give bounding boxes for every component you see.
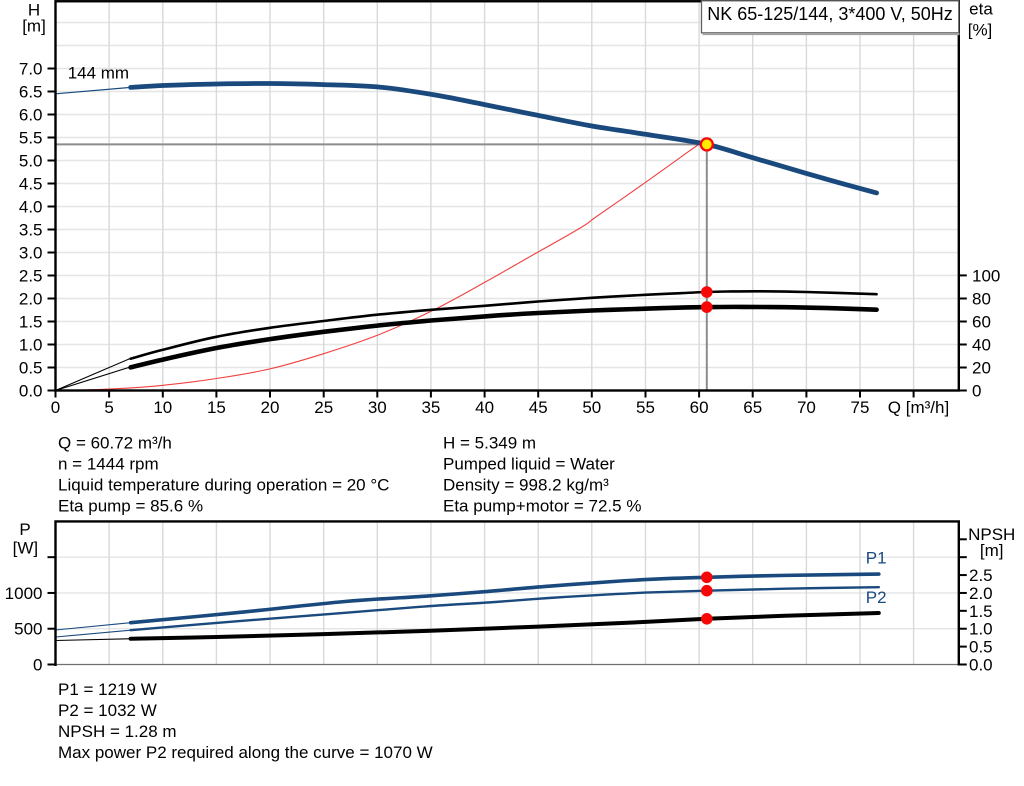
svg-text:eta: eta	[969, 0, 993, 19]
svg-text:[m]: [m]	[980, 541, 1004, 560]
svg-text:4.0: 4.0	[19, 198, 43, 217]
svg-text:6.5: 6.5	[19, 83, 43, 102]
svg-text:60: 60	[690, 398, 709, 417]
svg-text:P1 = 1219 W: P1 = 1219 W	[58, 680, 157, 699]
svg-text:Max power P2 required along th: Max power P2 required along the curve = …	[58, 743, 433, 762]
svg-text:45: 45	[529, 398, 548, 417]
svg-text:P1: P1	[866, 549, 887, 568]
svg-text:40: 40	[475, 398, 494, 417]
svg-text:P2 = 1032 W: P2 = 1032 W	[58, 701, 157, 720]
svg-text:H = 5.349 m: H = 5.349 m	[443, 433, 536, 452]
svg-text:5: 5	[104, 398, 113, 417]
svg-text:40: 40	[972, 336, 991, 355]
svg-text:0: 0	[51, 398, 60, 417]
svg-text:Density = 998.2 kg/m³: Density = 998.2 kg/m³	[443, 475, 609, 494]
svg-text:7.0: 7.0	[19, 60, 43, 79]
svg-text:20: 20	[261, 398, 280, 417]
svg-text:Pumped liquid = Water: Pumped liquid = Water	[443, 454, 615, 473]
svg-text:3.5: 3.5	[19, 221, 43, 240]
svg-text:[m]: [m]	[22, 17, 46, 36]
svg-text:[W]: [W]	[13, 539, 39, 558]
svg-text:70: 70	[797, 398, 816, 417]
svg-text:0: 0	[33, 656, 42, 675]
svg-text:2.0: 2.0	[19, 290, 43, 309]
svg-text:Q = 60.72 m³/h: Q = 60.72 m³/h	[58, 433, 172, 452]
svg-text:0.0: 0.0	[19, 382, 43, 401]
svg-text:80: 80	[972, 290, 991, 309]
svg-text:5.5: 5.5	[19, 129, 43, 148]
svg-text:1.0: 1.0	[969, 620, 993, 639]
svg-text:2.0: 2.0	[969, 584, 993, 603]
svg-text:1.5: 1.5	[19, 313, 43, 332]
svg-text:1.0: 1.0	[19, 336, 43, 355]
svg-text:4.5: 4.5	[19, 175, 43, 194]
svg-text:65: 65	[743, 398, 762, 417]
svg-text:75: 75	[851, 398, 870, 417]
svg-text:60: 60	[972, 313, 991, 332]
svg-text:Q [m³/h]: Q [m³/h]	[888, 398, 949, 417]
svg-text:[%]: [%]	[968, 21, 993, 40]
svg-text:15: 15	[207, 398, 226, 417]
svg-text:0.5: 0.5	[19, 359, 43, 378]
svg-text:H: H	[28, 1, 40, 20]
svg-text:n = 1444 rpm: n = 1444 rpm	[58, 454, 159, 473]
svg-text:5.0: 5.0	[19, 152, 43, 171]
svg-text:100: 100	[972, 266, 1000, 285]
svg-text:35: 35	[421, 398, 440, 417]
svg-text:25: 25	[314, 398, 333, 417]
svg-text:1000: 1000	[5, 584, 43, 603]
svg-text:30: 30	[368, 398, 387, 417]
svg-text:0.0: 0.0	[969, 656, 993, 675]
svg-text:NPSH: NPSH	[968, 525, 1015, 544]
svg-text:50: 50	[582, 398, 601, 417]
svg-text:500: 500	[14, 620, 42, 639]
svg-text:1.5: 1.5	[969, 602, 993, 621]
svg-text:P2: P2	[866, 588, 887, 607]
svg-text:3.0: 3.0	[19, 244, 43, 263]
svg-text:6.0: 6.0	[19, 106, 43, 125]
svg-text:0: 0	[972, 382, 981, 401]
svg-text:55: 55	[636, 398, 655, 417]
svg-text:P: P	[19, 520, 30, 539]
svg-text:Eta pump = 85.6 %: Eta pump = 85.6 %	[58, 496, 203, 515]
svg-text:Liquid temperature during oper: Liquid temperature during operation = 20…	[58, 475, 389, 494]
svg-text:Eta pump+motor = 72.5 %: Eta pump+motor = 72.5 %	[443, 496, 641, 515]
svg-text:10: 10	[153, 398, 172, 417]
svg-text:NPSH = 1.28 m: NPSH = 1.28 m	[58, 722, 177, 741]
svg-text:2.5: 2.5	[19, 267, 43, 286]
svg-text:0.5: 0.5	[969, 638, 993, 657]
svg-text:144 mm: 144 mm	[68, 64, 129, 83]
svg-text:20: 20	[972, 359, 991, 378]
svg-text:NK 65-125/144, 3*400 V, 50Hz: NK 65-125/144, 3*400 V, 50Hz	[707, 4, 953, 24]
svg-text:2.5: 2.5	[969, 566, 993, 585]
